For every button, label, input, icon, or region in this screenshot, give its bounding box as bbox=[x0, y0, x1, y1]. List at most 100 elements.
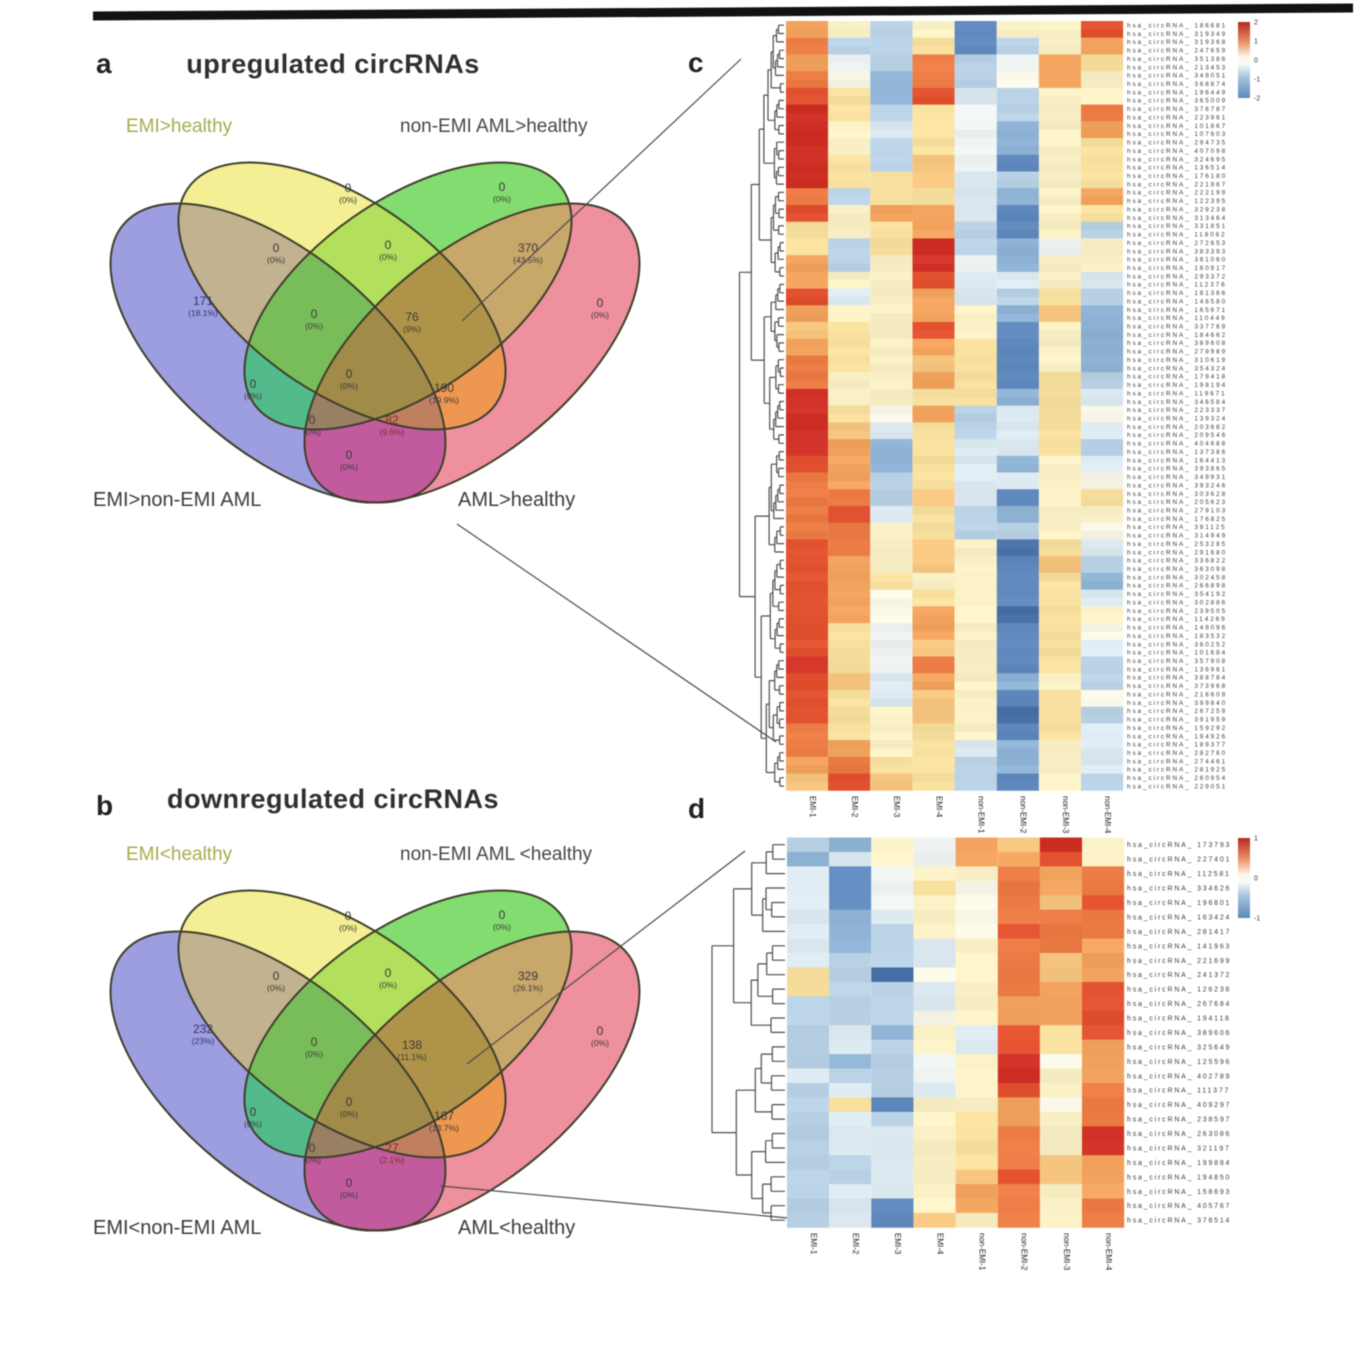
svg-text:138: 138 bbox=[402, 1038, 422, 1052]
svg-text:hsa_circRNA_ 399840: hsa_circRNA_ 399840 bbox=[1127, 700, 1227, 707]
svg-text:hsa_circRNA_ 137386: hsa_circRNA_ 137386 bbox=[1127, 449, 1227, 456]
svg-text:hsa_circRNA_ 351386: hsa_circRNA_ 351386 bbox=[1127, 56, 1227, 63]
svg-text:hsa_circRNA_ 291680: hsa_circRNA_ 291680 bbox=[1127, 549, 1227, 556]
svg-text:hsa_circRNA_ 110449: hsa_circRNA_ 110449 bbox=[1127, 315, 1227, 322]
svg-text:27: 27 bbox=[385, 1141, 399, 1155]
svg-text:(2.1%): (2.1%) bbox=[379, 1155, 404, 1165]
svg-text:-2: -2 bbox=[1254, 96, 1260, 103]
svg-text:hsa_circRNA_ 388784: hsa_circRNA_ 388784 bbox=[1127, 675, 1227, 682]
svg-text:hsa_circRNA_ 189377: hsa_circRNA_ 189377 bbox=[1127, 742, 1227, 749]
svg-text:hsa_circRNA_ 101867: hsa_circRNA_ 101867 bbox=[1127, 123, 1227, 130]
svg-text:hsa_circRNA_ 136514: hsa_circRNA_ 136514 bbox=[1127, 165, 1227, 172]
svg-text:non-EMI-2: non-EMI-2 bbox=[1020, 1233, 1029, 1271]
svg-text:0: 0 bbox=[345, 909, 352, 923]
svg-text:a: a bbox=[96, 48, 112, 79]
svg-text:hsa_circRNA_ 360252: hsa_circRNA_ 360252 bbox=[1127, 641, 1227, 648]
svg-text:hsa_circRNA_ 393246: hsa_circRNA_ 393246 bbox=[1127, 482, 1227, 489]
svg-text:hsa_circRNA_ 393865: hsa_circRNA_ 393865 bbox=[1127, 466, 1227, 473]
svg-text:(0%): (0%) bbox=[493, 194, 511, 204]
svg-text:hsa_circRNA_ 334626: hsa_circRNA_ 334626 bbox=[1127, 886, 1231, 893]
svg-text:hsa_circRNA_ 267259: hsa_circRNA_ 267259 bbox=[1127, 708, 1227, 715]
svg-text:0: 0 bbox=[309, 413, 316, 427]
svg-text:hsa_circRNA_ 173793: hsa_circRNA_ 173793 bbox=[1127, 842, 1231, 849]
svg-text:hsa_circRNA_ 194850: hsa_circRNA_ 194850 bbox=[1127, 1174, 1231, 1181]
svg-text:EMI-1: EMI-1 bbox=[808, 796, 817, 818]
svg-text:0: 0 bbox=[346, 448, 353, 462]
svg-text:non-EMI-1: non-EMI-1 bbox=[978, 1233, 987, 1271]
svg-text:hsa_circRNA_ 213453: hsa_circRNA_ 213453 bbox=[1127, 64, 1227, 71]
svg-text:hsa_circRNA_ 303628: hsa_circRNA_ 303628 bbox=[1127, 491, 1227, 498]
svg-text:hsa_circRNA_ 107603: hsa_circRNA_ 107603 bbox=[1127, 131, 1227, 138]
svg-text:-1: -1 bbox=[1254, 77, 1260, 84]
svg-text:hsa_circRNA_ 368874: hsa_circRNA_ 368874 bbox=[1127, 81, 1227, 88]
svg-text:hsa_circRNA_ 194118: hsa_circRNA_ 194118 bbox=[1127, 1016, 1231, 1023]
svg-text:hsa_circRNA_ 281417: hsa_circRNA_ 281417 bbox=[1127, 929, 1231, 936]
svg-text:hsa_circRNA_ 160917: hsa_circRNA_ 160917 bbox=[1127, 265, 1227, 272]
svg-text:hsa_circRNA_ 319349: hsa_circRNA_ 319349 bbox=[1127, 31, 1227, 38]
svg-text:hsa_circRNA_ 294735: hsa_circRNA_ 294735 bbox=[1127, 140, 1227, 147]
svg-text:hsa_circRNA_ 354324: hsa_circRNA_ 354324 bbox=[1127, 365, 1227, 372]
svg-text:hsa_circRNA_ 389608: hsa_circRNA_ 389608 bbox=[1127, 340, 1227, 347]
svg-text:EMI<healthy: EMI<healthy bbox=[126, 844, 233, 865]
svg-text:hsa_circRNA_ 349051: hsa_circRNA_ 349051 bbox=[1127, 73, 1227, 80]
svg-text:hsa_circRNA_ 119671: hsa_circRNA_ 119671 bbox=[1127, 390, 1227, 397]
svg-text:(19.9%): (19.9%) bbox=[429, 395, 459, 405]
svg-text:hsa_circRNA_ 349931: hsa_circRNA_ 349931 bbox=[1127, 474, 1227, 481]
svg-text:EMI-3: EMI-3 bbox=[893, 1233, 902, 1255]
svg-text:hsa_circRNA_ 263086: hsa_circRNA_ 263086 bbox=[1127, 1131, 1231, 1138]
svg-text:1: 1 bbox=[1254, 836, 1258, 843]
svg-text:(0%): (0%) bbox=[339, 923, 357, 933]
svg-text:hsa_circRNA_ 365009: hsa_circRNA_ 365009 bbox=[1127, 98, 1227, 105]
svg-text:hsa_circRNA_ 274461: hsa_circRNA_ 274461 bbox=[1127, 758, 1227, 765]
svg-text:hsa_circRNA_ 319368: hsa_circRNA_ 319368 bbox=[1127, 39, 1227, 46]
svg-text:hsa_circRNA_ 209546: hsa_circRNA_ 209546 bbox=[1127, 432, 1227, 439]
svg-text:hsa_circRNA_ 293372: hsa_circRNA_ 293372 bbox=[1127, 273, 1227, 280]
svg-text:non-EMI-3: non-EMI-3 bbox=[1061, 796, 1070, 834]
svg-text:EMI-3: EMI-3 bbox=[892, 796, 901, 818]
svg-text:hsa_circRNA_ 272653: hsa_circRNA_ 272653 bbox=[1127, 240, 1227, 247]
svg-text:0: 0 bbox=[250, 377, 257, 391]
svg-text:0: 0 bbox=[309, 1141, 316, 1155]
svg-text:hsa_circRNA_ 181366: hsa_circRNA_ 181366 bbox=[1127, 290, 1227, 297]
svg-text:hsa_circRNA_ 329238: hsa_circRNA_ 329238 bbox=[1127, 206, 1227, 213]
svg-text:hsa_circRNA_ 405767: hsa_circRNA_ 405767 bbox=[1127, 1203, 1231, 1210]
svg-text:hsa_circRNA_ 184662: hsa_circRNA_ 184662 bbox=[1127, 332, 1227, 339]
svg-text:(0%): (0%) bbox=[340, 462, 358, 472]
svg-text:(9.6%): (9.6%) bbox=[379, 427, 404, 437]
svg-text:(9%): (9%) bbox=[403, 324, 421, 334]
svg-text:0: 0 bbox=[597, 1024, 604, 1038]
svg-text:hsa_circRNA_ 125596: hsa_circRNA_ 125596 bbox=[1127, 1059, 1231, 1066]
svg-text:hsa_circRNA_ 302458: hsa_circRNA_ 302458 bbox=[1127, 574, 1227, 581]
svg-text:hsa_circRNA_ 179418: hsa_circRNA_ 179418 bbox=[1127, 374, 1227, 381]
svg-text:0: 0 bbox=[385, 966, 392, 980]
svg-text:hsa_circRNA_ 205623: hsa_circRNA_ 205623 bbox=[1127, 499, 1227, 506]
svg-text:76: 76 bbox=[405, 310, 419, 324]
svg-text:hsa_circRNA_ 239505: hsa_circRNA_ 239505 bbox=[1127, 608, 1227, 615]
svg-text:EMI>non-EMI AML: EMI>non-EMI AML bbox=[93, 489, 261, 511]
svg-text:non-EMI-2: non-EMI-2 bbox=[1019, 796, 1028, 834]
svg-text:hsa_circRNA_ 310619: hsa_circRNA_ 310619 bbox=[1127, 357, 1227, 364]
svg-text:0: 0 bbox=[273, 969, 280, 983]
svg-text:hsa_circRNA_ 222199: hsa_circRNA_ 222199 bbox=[1127, 190, 1227, 197]
svg-text:(26.1%): (26.1%) bbox=[513, 983, 543, 993]
svg-text:(13.7%): (13.7%) bbox=[429, 1123, 459, 1133]
svg-text:(0%): (0%) bbox=[244, 391, 262, 401]
svg-text:0: 0 bbox=[346, 1095, 353, 1109]
svg-text:hsa_circRNA_ 203682: hsa_circRNA_ 203682 bbox=[1127, 424, 1227, 431]
svg-text:EMI-4: EMI-4 bbox=[934, 796, 943, 818]
svg-text:hsa_circRNA_ 216609: hsa_circRNA_ 216609 bbox=[1127, 691, 1227, 698]
svg-text:0: 0 bbox=[273, 241, 280, 255]
svg-text:hsa_circRNA_ 389606: hsa_circRNA_ 389606 bbox=[1127, 1030, 1231, 1037]
svg-text:hsa_circRNA_ 336822: hsa_circRNA_ 336822 bbox=[1127, 558, 1227, 565]
svg-text:AML>healthy: AML>healthy bbox=[458, 489, 575, 511]
svg-text:hsa_circRNA_ 337769: hsa_circRNA_ 337769 bbox=[1127, 324, 1227, 331]
svg-text:(43.5%): (43.5%) bbox=[513, 255, 543, 265]
svg-text:hsa_circRNA_ 324695: hsa_circRNA_ 324695 bbox=[1127, 156, 1227, 163]
svg-text:hsa_circRNA_ 165671: hsa_circRNA_ 165671 bbox=[1127, 307, 1227, 314]
svg-text:hsa_circRNA_ 241372: hsa_circRNA_ 241372 bbox=[1127, 972, 1231, 979]
svg-text:hsa_circRNA_ 221967: hsa_circRNA_ 221967 bbox=[1127, 181, 1227, 188]
svg-text:hsa_circRNA_ 114269: hsa_circRNA_ 114269 bbox=[1127, 616, 1227, 623]
svg-text:hsa_circRNA_ 363098: hsa_circRNA_ 363098 bbox=[1127, 566, 1227, 573]
svg-text:non-EMI AML>healthy: non-EMI AML>healthy bbox=[400, 116, 588, 137]
svg-text:EMI-4: EMI-4 bbox=[935, 1233, 944, 1255]
